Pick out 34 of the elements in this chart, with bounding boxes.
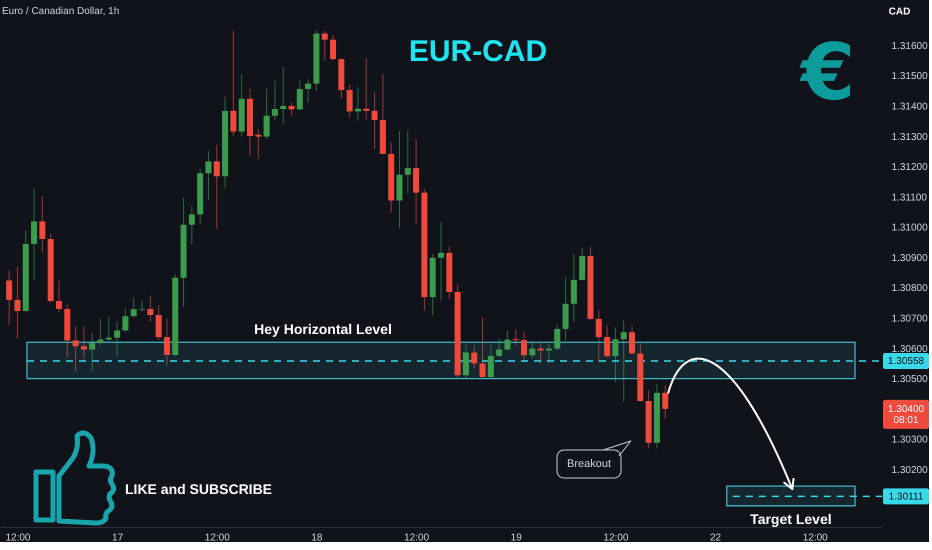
x-tick-label: 18: [311, 532, 323, 544]
y-axis-title: CAD: [888, 6, 910, 18]
y-tick-label: 1.30300: [892, 434, 928, 446]
y-tick-label: 1.31600: [892, 40, 928, 52]
x-tick-label: 22: [710, 532, 722, 544]
text: Euro / Canadian Dollar, 1h: [2, 6, 120, 17]
ref-line-label: 1.30558: [888, 356, 925, 368]
ref-line-label: 1.30111: [888, 491, 924, 502]
y-tick-label: 1.30800: [892, 283, 928, 294]
y-tick-label: 1.30200: [892, 464, 928, 476]
x-tick-label: 12:00: [404, 532, 430, 544]
y-tick-label: 1.31400: [892, 102, 928, 113]
x-tick-label: 17: [112, 532, 124, 544]
text: EUR-CAD: [408, 35, 548, 68]
x-tick-label: 12:00: [603, 532, 629, 544]
y-tick-label: 1.30700: [892, 314, 928, 325]
x-tick-label: 12:00: [5, 532, 31, 544]
y-tick-label: 1.31000: [892, 222, 928, 234]
x-tick-label: 12:00: [802, 532, 828, 544]
y-tick-label: 1.31500: [892, 71, 928, 82]
annotation: Breakout: [566, 458, 612, 470]
x-tick-label: 19: [510, 532, 522, 544]
x-tick-label: 12:00: [204, 532, 230, 544]
y-tick-label: 1.30500: [892, 374, 928, 386]
annotation: LIKE and SUBSCRIBE: [125, 481, 272, 497]
y-tick-label: 1.31200: [892, 162, 928, 174]
y-tick-label: 1.30600: [892, 344, 928, 355]
y-tick-label: 1.31100: [892, 192, 928, 204]
band-label: Hey Horizontal Level: [254, 321, 392, 338]
annotation: €: [798, 28, 856, 118]
band-label: Target Level: [750, 510, 832, 527]
y-tick-label: 1.31300: [892, 132, 928, 143]
y-tick-label: 1.30900: [892, 252, 928, 264]
text: 1.30400 08:01: [888, 404, 925, 426]
